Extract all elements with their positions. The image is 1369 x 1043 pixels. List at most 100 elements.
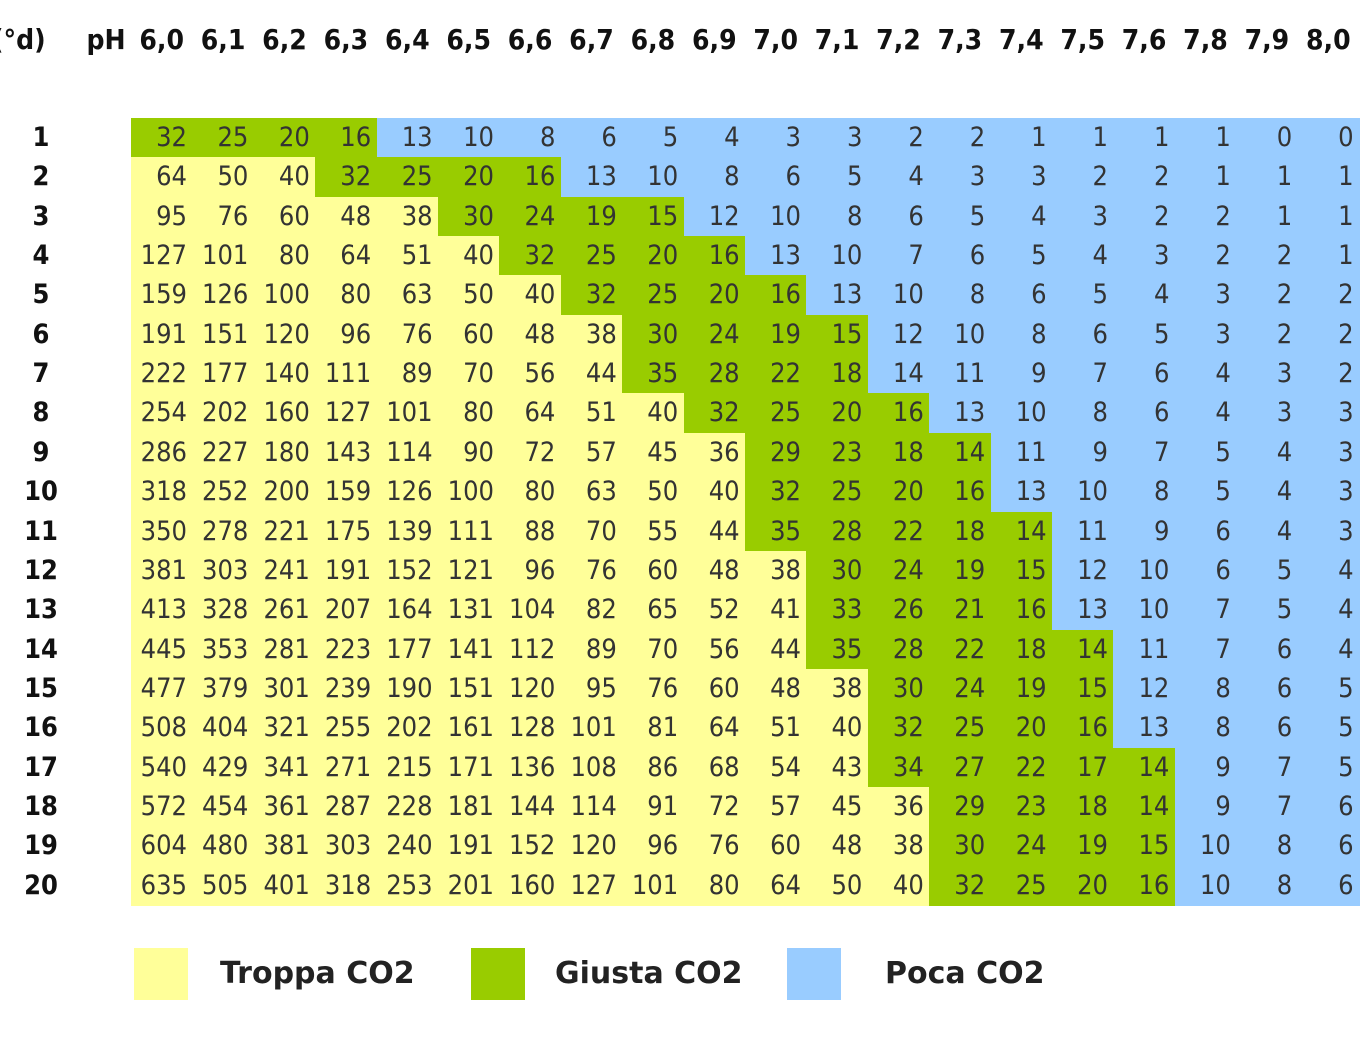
co2-cell: 3 bbox=[806, 118, 869, 158]
co2-cell: 19 bbox=[990, 668, 1053, 709]
co2-cell: 540 bbox=[131, 747, 193, 788]
co2-cell: 48 bbox=[315, 196, 378, 237]
co2-cell: 2 bbox=[1297, 275, 1360, 316]
co2-cell: 48 bbox=[745, 668, 807, 709]
co2-cell: 2 bbox=[1236, 314, 1299, 355]
ph-column-header: 6,4 bbox=[384, 23, 430, 56]
co2-cell: 16 bbox=[745, 275, 807, 316]
co2-cell: 63 bbox=[376, 275, 439, 316]
co2-cell: 41 bbox=[745, 590, 807, 631]
co2-cell: 10 bbox=[1174, 865, 1237, 906]
co2-cell: 191 bbox=[438, 826, 500, 867]
co2-cell: 379 bbox=[192, 668, 255, 709]
co2-cell: 20 bbox=[253, 118, 316, 158]
co2-cell: 120 bbox=[253, 314, 316, 355]
co2-cell: 9 bbox=[1174, 747, 1237, 788]
co2-cell: 190 bbox=[376, 668, 439, 709]
ph-column-header: 8,0 bbox=[1305, 23, 1351, 56]
co2-cell: 127 bbox=[131, 236, 193, 276]
co2-cell: 50 bbox=[806, 865, 869, 906]
co2-cell: 152 bbox=[499, 826, 562, 867]
co2-cell: 8 bbox=[499, 118, 562, 158]
co2-cell: 151 bbox=[438, 668, 500, 709]
co2-cell: 64 bbox=[683, 708, 746, 749]
co2-cell: 114 bbox=[560, 786, 623, 827]
co2-cell: 223 bbox=[315, 629, 378, 670]
co2-cell: 15 bbox=[990, 550, 1053, 591]
co2-cell: 8 bbox=[990, 314, 1053, 355]
co2-cell: 2 bbox=[1113, 157, 1176, 198]
co2-cell: 40 bbox=[867, 865, 930, 906]
co2-cell: 40 bbox=[438, 236, 500, 276]
co2-cell: 6 bbox=[1052, 314, 1114, 355]
co2-cell: 108 bbox=[560, 747, 623, 788]
co2-cell: 4 bbox=[1236, 511, 1299, 552]
co2-cell: 14 bbox=[1052, 629, 1114, 670]
hardness-row-label: 15 bbox=[24, 672, 58, 704]
co2-cell: 18 bbox=[1052, 786, 1114, 827]
co2-cell: 3 bbox=[1297, 393, 1360, 434]
co2-cell: 8 bbox=[1174, 708, 1237, 749]
co2-cell: 126 bbox=[192, 275, 255, 316]
co2-cell: 215 bbox=[376, 747, 439, 788]
co2-cell: 4 bbox=[1174, 354, 1237, 395]
co2-cell: 52 bbox=[683, 590, 746, 631]
legend-swatch-poca bbox=[787, 948, 841, 1000]
co2-cell: 1 bbox=[990, 118, 1053, 158]
ph-column-header: 7,2 bbox=[876, 23, 921, 56]
co2-cell: 44 bbox=[683, 511, 746, 552]
co2-cell: 15 bbox=[622, 196, 685, 237]
ph-label: pH bbox=[86, 23, 126, 56]
co2-cell: 131 bbox=[438, 590, 500, 631]
co2-cell: 14 bbox=[1113, 786, 1176, 827]
co2-cell: 25 bbox=[622, 275, 685, 316]
co2-cell: 381 bbox=[131, 550, 193, 591]
co2-cell: 4 bbox=[1297, 550, 1360, 591]
co2-cell: 15 bbox=[1113, 826, 1176, 867]
hardness-row-label: 4 bbox=[32, 240, 50, 272]
co2-cell: 6 bbox=[1297, 786, 1360, 827]
co2-cell: 5 bbox=[1297, 747, 1360, 788]
co2-cell: 341 bbox=[253, 747, 316, 788]
co2-cell: 126 bbox=[376, 472, 439, 513]
co2-cell: 14 bbox=[990, 511, 1053, 552]
ph-column-header: 6,3 bbox=[323, 23, 369, 56]
co2-cell: 10 bbox=[1113, 550, 1176, 591]
co2-cell: 6 bbox=[1113, 354, 1176, 395]
co2-cell: 136 bbox=[499, 747, 562, 788]
co2-cell: 56 bbox=[499, 354, 562, 395]
co2-cell: 10 bbox=[1174, 826, 1237, 867]
co2-cell: 30 bbox=[622, 314, 685, 355]
legend-label-giusta: Giusta CO2 bbox=[555, 956, 743, 991]
co2-cell: 48 bbox=[683, 550, 746, 591]
co2-cell: 202 bbox=[192, 393, 255, 434]
co2-cell: 3 bbox=[1052, 196, 1114, 237]
co2-cell: 16 bbox=[1113, 865, 1176, 906]
co2-cell: 60 bbox=[745, 826, 807, 867]
co2-cell: 20 bbox=[1052, 865, 1114, 906]
co2-cell: 127 bbox=[315, 393, 378, 434]
co2-cell: 40 bbox=[622, 393, 685, 434]
co2-cell: 222 bbox=[131, 354, 193, 395]
co2-cell: 32 bbox=[745, 472, 807, 513]
co2-cell: 160 bbox=[499, 865, 562, 906]
co2-cell: 44 bbox=[745, 629, 807, 670]
co2-cell: 1 bbox=[1113, 118, 1176, 158]
ph-column-header: 6,9 bbox=[691, 23, 737, 56]
co2-cell: 50 bbox=[622, 472, 685, 513]
co2-cell: 5 bbox=[1236, 550, 1299, 591]
co2-cell: 4 bbox=[990, 196, 1053, 237]
co2-cell: 1 bbox=[1297, 236, 1360, 276]
co2-cell: 141 bbox=[438, 629, 500, 670]
co2-cell: 202 bbox=[376, 708, 439, 749]
co2-cell: 18 bbox=[990, 629, 1053, 670]
co2-cell: 4 bbox=[867, 157, 930, 198]
co2-cell: 303 bbox=[315, 826, 378, 867]
co2-cell: 252 bbox=[192, 472, 255, 513]
co2-cell: 32 bbox=[560, 275, 623, 316]
co2-cell: 25 bbox=[745, 393, 807, 434]
co2-cell: 401 bbox=[253, 865, 316, 906]
co2-cell: 88 bbox=[499, 511, 562, 552]
co2-cell: 19 bbox=[1052, 826, 1114, 867]
co2-cell: 35 bbox=[745, 511, 807, 552]
